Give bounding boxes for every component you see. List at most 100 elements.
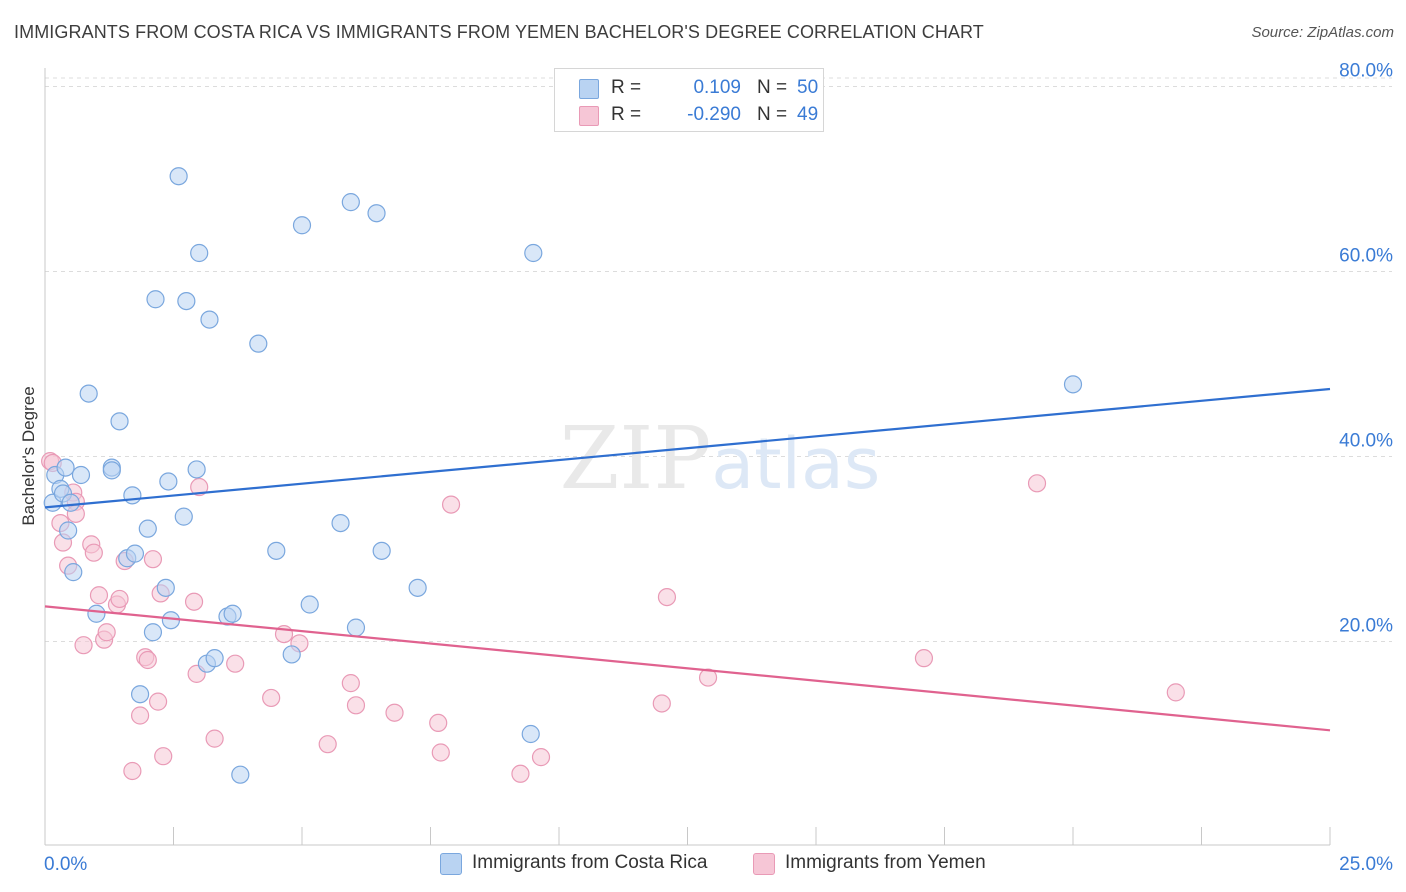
yemen-point [531,748,551,767]
yemen-point [341,674,360,693]
costa-rica-point [143,623,163,642]
yemen-point [84,543,103,562]
costa-rica-point [123,486,142,505]
costa-rica-point [292,216,312,235]
yemen-trend-line [44,605,1331,732]
yemen-point [262,688,281,708]
bottom-legend-label-yemen: Immigrants from Yemen [785,852,986,873]
yemen-point [110,589,129,609]
yemen-point [148,692,168,711]
legend-r-value: -0.290 [687,104,741,125]
yemen-point [190,477,209,497]
yemen-point [74,636,93,655]
yemen-point [138,650,157,670]
stats-legend: R = 0.109 N = 50 R = -0.290 N = 49 [554,68,824,132]
yemen-point [205,729,224,748]
costa-rica-point [223,604,242,623]
legend-swatch-costa-rica [579,79,599,99]
costa-rica-point [61,493,80,512]
costa-rica-point [300,595,319,614]
yemen-point [385,703,404,722]
costa-rica-trend-line [44,387,1331,509]
legend-n-label: N = [757,104,788,125]
bottom-legend-swatch-yemen [753,853,775,875]
yemen-point [652,694,671,713]
costa-rica-point [146,290,165,309]
yemen-point [431,743,450,762]
chart-title: IMMIGRANTS FROM COSTA RICA VS IMMIGRANTS… [14,22,984,42]
costa-rica-point [521,724,540,744]
legend-n-label: N = [757,77,788,98]
gridlines [45,77,1392,642]
costa-rica-point [174,507,193,526]
costa-rica-point [79,384,98,403]
costa-rica-point [187,460,206,479]
source-credit: Source: ZipAtlas.com [1251,24,1394,41]
watermark: ZIPatlas [560,409,881,509]
costa-rica-point [331,513,350,533]
costa-rica-points [43,167,1083,784]
yemen-point [441,495,461,514]
yemen-point [511,764,530,783]
yemen-point [698,668,718,687]
costa-rica-point [200,310,219,329]
yemen-point [143,550,163,569]
yemen-point [429,713,448,733]
x-tick-label-min: 0.0% [44,854,87,875]
costa-rica-point [71,465,91,485]
y-tick-label: 60.0% [1339,246,1393,267]
costa-rica-point [161,611,181,630]
costa-rica-point [231,765,250,784]
yemen-point [184,592,204,611]
costa-rica-point [190,243,209,263]
legend-r-label: R = [611,77,642,98]
trend-lines [44,387,1331,732]
bottom-legend-swatch-costa-rica [440,853,462,875]
costa-rica-point [159,472,178,491]
costa-rica-point [56,458,75,477]
legend-swatch-yemen [579,106,599,126]
yemen-point [226,654,245,673]
costa-rica-point [138,519,157,538]
costa-rica-point [59,521,78,540]
costa-rica-point [372,541,391,560]
costa-rica-point [169,167,188,186]
yemen-point [89,586,109,605]
costa-rica-point [282,645,301,664]
yemen-point [154,747,173,766]
yemen-point [1027,474,1047,493]
costa-rica-point [156,578,175,597]
costa-rica-point [102,461,121,480]
y-axis-label: Bachelor's Degree [19,386,38,525]
costa-rica-point [341,193,360,212]
legend-r-label: R = [611,104,642,125]
costa-rica-point [87,604,106,623]
yemen-point [97,623,116,642]
y-tick-label: 40.0% [1339,431,1393,452]
legend-n-value: 49 [797,104,819,125]
costa-rica-point [64,563,83,582]
costa-rica-point [249,334,268,353]
y-tick-label: 80.0% [1339,61,1393,82]
x-tick-labels: 0.0% 25.0% [44,854,1393,875]
y-tick-label: 20.0% [1339,616,1393,637]
yemen-point [1166,683,1185,702]
y-tick-labels: 20.0% 40.0% 60.0% 80.0% [1339,61,1393,637]
costa-rica-point [205,649,224,668]
x-tick-label-max: 25.0% [1339,854,1393,875]
costa-rica-point [367,204,386,223]
costa-rica-point [110,412,129,431]
bottom-legend-label-costa-rica: Immigrants from Costa Rica [472,852,708,873]
costa-rica-point [267,541,286,560]
yemen-point [130,706,150,725]
yemen-point [914,649,934,668]
costa-rica-point [408,578,427,597]
costa-rica-point [125,544,145,563]
yemen-point [318,735,337,754]
legend-n-value: 50 [797,77,819,98]
yemen-point [346,696,366,715]
yemen-point [123,761,142,781]
costa-rica-point [130,685,150,704]
costa-rica-point [1063,375,1083,394]
